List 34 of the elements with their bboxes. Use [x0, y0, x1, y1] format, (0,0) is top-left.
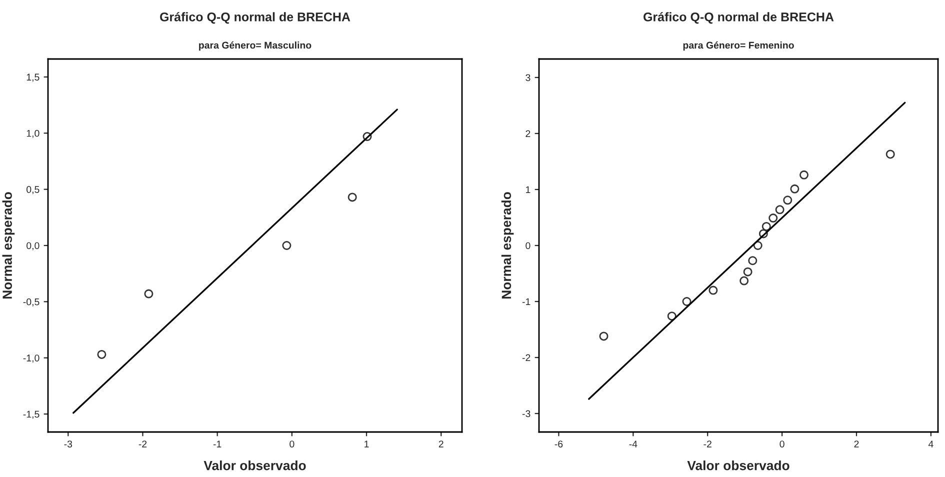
y-tick-label: 0,5 [26, 186, 40, 194]
x-tick-label: 0 [780, 440, 784, 448]
y-tick-label: -1,5 [23, 410, 40, 419]
y-tick-label: -2 [522, 354, 530, 362]
x-tick-label: -2 [704, 440, 712, 448]
y-tick-label: 0 [526, 242, 530, 250]
x-tick-label: 0 [290, 440, 294, 448]
x-axis-title: Valor observado [687, 460, 790, 470]
x-tick-label: 2 [438, 440, 444, 448]
x-tick-label: -3 [64, 440, 72, 448]
y-tick-label: 1,0 [26, 130, 40, 138]
x-tick-label: 4 [928, 440, 934, 448]
y-tick-label: -1,0 [23, 354, 40, 363]
y-axis-title: Normal esperado [501, 192, 514, 299]
y-tick-label: -0,5 [23, 298, 40, 306]
x-tick-label: -1 [213, 440, 222, 448]
x-tick-label: -4 [629, 440, 638, 448]
x-tick-label: 2 [854, 440, 859, 448]
y-tick-label: 1,5 [26, 74, 40, 82]
y-tick-label: 3 [526, 74, 530, 82]
x-tick-label: -2 [138, 440, 147, 448]
chart-title: Gráfico Q-Q normal de BRECHA [160, 12, 350, 24]
y-tick-label: 0,0 [26, 242, 40, 250]
y-tick-label: -1 [522, 298, 530, 306]
x-tick-label: 1 [364, 440, 369, 448]
chart-subtitle: para Género= Femenino [683, 41, 794, 51]
y-tick-label: 1 [526, 186, 530, 194]
chart-subtitle: para Género= Masculino [199, 41, 312, 51]
y-axis-title: Normal esperado [2, 192, 15, 299]
x-tick-label: -6 [554, 440, 563, 448]
chart-title: Gráfico Q-Q normal de BRECHA [644, 12, 834, 24]
x-axis-title: Valor observado [204, 460, 306, 470]
y-tick-label: 2 [526, 130, 530, 138]
y-tick-label: -3 [522, 410, 530, 418]
